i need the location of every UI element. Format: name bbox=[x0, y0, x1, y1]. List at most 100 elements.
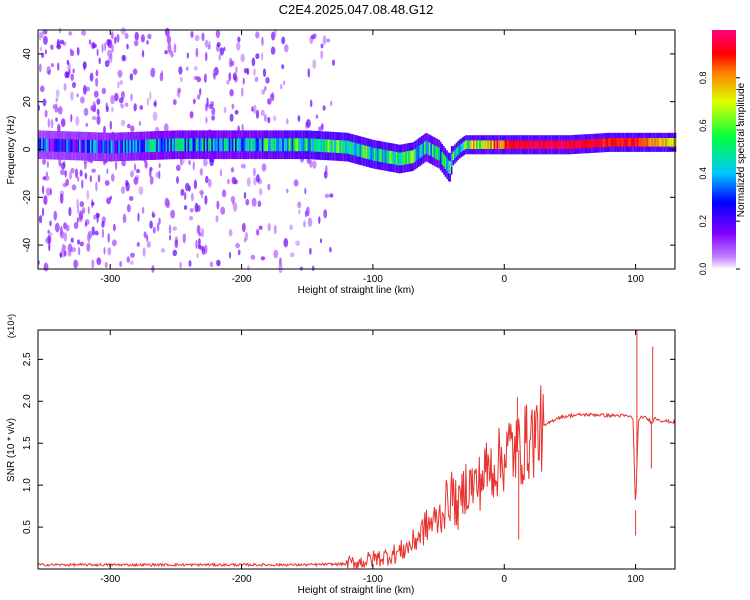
noise-mark bbox=[136, 168, 140, 174]
noise-mark bbox=[60, 169, 65, 176]
ridge-core bbox=[123, 140, 125, 154]
noise-mark bbox=[49, 220, 52, 227]
ridge-core bbox=[387, 150, 390, 164]
noise-mark bbox=[236, 41, 241, 51]
ridge-core bbox=[647, 138, 650, 147]
ridge-core bbox=[600, 138, 603, 148]
ridge-core bbox=[389, 150, 392, 164]
noise-mark bbox=[290, 252, 295, 258]
ridge-core bbox=[236, 138, 239, 152]
noise-mark bbox=[177, 87, 182, 94]
noise-mark bbox=[77, 176, 80, 182]
ridge-core bbox=[175, 138, 177, 152]
noise-mark bbox=[303, 220, 306, 228]
noise-mark bbox=[40, 31, 44, 39]
noise-mark bbox=[215, 215, 219, 223]
ridge-core bbox=[580, 139, 582, 149]
ridge-core bbox=[290, 138, 292, 152]
noise-mark bbox=[261, 52, 264, 61]
ridge-core bbox=[484, 140, 486, 149]
ridge-core bbox=[406, 151, 409, 165]
noise-mark bbox=[118, 97, 124, 104]
noise-mark bbox=[71, 81, 77, 89]
noise-mark bbox=[205, 116, 208, 124]
ridge-core bbox=[422, 142, 425, 156]
noise-mark bbox=[192, 161, 195, 171]
noise-mark bbox=[141, 206, 145, 214]
noise-mark bbox=[120, 91, 125, 100]
ridge-core bbox=[616, 138, 618, 147]
ridge-core bbox=[575, 140, 577, 149]
noise-mark bbox=[104, 261, 108, 269]
ridge-core bbox=[153, 139, 155, 152]
ridge-core bbox=[490, 140, 492, 149]
noise-mark bbox=[152, 226, 156, 234]
noise-mark bbox=[140, 34, 145, 43]
ridge-core bbox=[493, 140, 496, 149]
x-tick-label: 0 bbox=[501, 274, 507, 285]
noise-mark bbox=[189, 208, 194, 213]
noise-mark bbox=[48, 242, 51, 252]
noise-mark bbox=[55, 97, 59, 103]
noise-mark bbox=[211, 107, 216, 116]
ridge-core bbox=[665, 138, 667, 147]
ridge-core bbox=[433, 145, 436, 158]
noise-mark bbox=[273, 224, 277, 235]
ridge-core bbox=[509, 140, 511, 149]
noise-mark bbox=[306, 206, 310, 217]
ridge-core bbox=[447, 160, 450, 174]
noise-mark bbox=[318, 126, 323, 132]
ridge-core bbox=[581, 139, 584, 149]
noise-mark bbox=[196, 76, 202, 83]
ridge-core bbox=[673, 138, 675, 147]
ridge-core bbox=[283, 138, 286, 152]
ridge-core bbox=[315, 138, 317, 152]
snr-frame bbox=[37, 329, 676, 570]
x-tick-label: -300 bbox=[100, 574, 120, 585]
noise-mark bbox=[89, 72, 94, 82]
noise-mark bbox=[110, 94, 115, 105]
noise-mark bbox=[43, 35, 48, 45]
noise-mark bbox=[41, 52, 45, 59]
noise-mark bbox=[198, 237, 201, 247]
noise-mark bbox=[70, 49, 75, 57]
colorbar-ticks: 0.0 0.2 0.4 0.6 0.8 bbox=[698, 72, 740, 275]
figure-title: C2E4.2025.047.08.48.G12 bbox=[279, 2, 434, 17]
ridge-core bbox=[633, 138, 636, 147]
ridge-core bbox=[400, 152, 403, 166]
noise-mark bbox=[208, 103, 214, 110]
ridge-core bbox=[255, 138, 258, 152]
noise-mark bbox=[246, 67, 250, 76]
noise-mark bbox=[252, 104, 257, 114]
noise-mark bbox=[273, 249, 279, 259]
ridge-core bbox=[556, 140, 559, 149]
noise-mark bbox=[306, 119, 311, 128]
ridge-core bbox=[638, 138, 641, 147]
ridge-core bbox=[421, 143, 423, 157]
noise-mark bbox=[286, 118, 289, 125]
ridge-core bbox=[662, 138, 664, 147]
noise-mark bbox=[257, 200, 262, 208]
ridge-core bbox=[463, 141, 466, 150]
ridge-core bbox=[212, 138, 215, 152]
noise-mark bbox=[190, 192, 194, 202]
ridge-core bbox=[641, 138, 644, 147]
noise-mark bbox=[105, 102, 108, 110]
noise-mark bbox=[240, 163, 246, 169]
noise-mark bbox=[174, 239, 179, 248]
ridge-core bbox=[480, 140, 483, 149]
ridge-core bbox=[361, 144, 363, 158]
colorbar-tick-label: 0.8 bbox=[698, 72, 708, 85]
noise-mark bbox=[101, 221, 105, 228]
ridge-core bbox=[126, 140, 128, 153]
ridge-core bbox=[391, 151, 393, 164]
ridge-core bbox=[189, 138, 191, 152]
ridge-core bbox=[668, 138, 670, 147]
ridge-core bbox=[276, 138, 278, 152]
ridge-core bbox=[510, 140, 513, 149]
ridge-core bbox=[67, 139, 70, 153]
noise-mark bbox=[133, 103, 137, 112]
ridge-core bbox=[643, 138, 645, 147]
ridge-core bbox=[403, 151, 406, 165]
ridge-core bbox=[651, 138, 653, 147]
